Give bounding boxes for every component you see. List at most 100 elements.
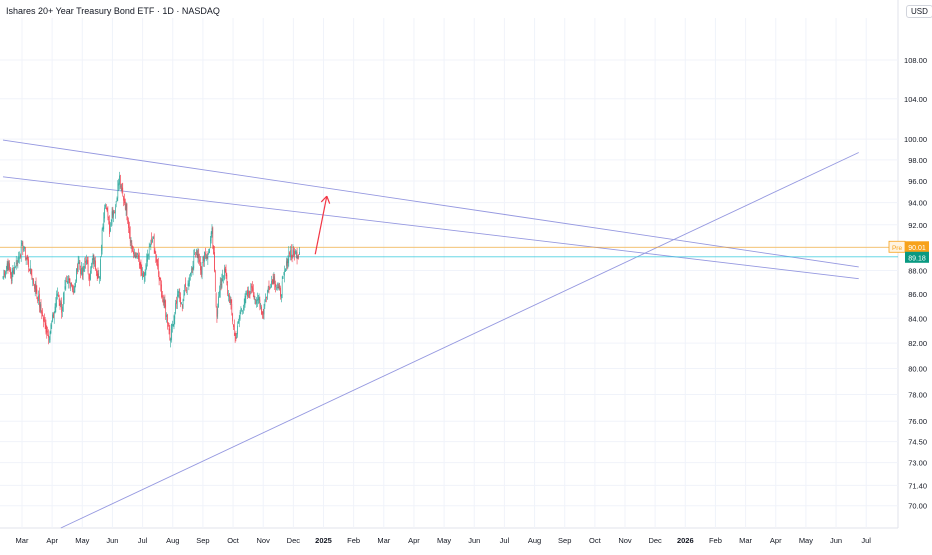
- candle: [253, 292, 255, 300]
- candle: [95, 256, 96, 271]
- candle: [62, 304, 63, 318]
- candle: [115, 204, 116, 219]
- candle: [64, 279, 66, 291]
- candle: [105, 203, 107, 210]
- candle: [297, 255, 299, 259]
- candle: [2, 276, 4, 280]
- candle: [41, 310, 43, 320]
- x-tick-label: Jun: [468, 536, 480, 545]
- candle: [271, 275, 272, 288]
- candle: [197, 247, 199, 263]
- candle: [145, 263, 147, 276]
- candle: [194, 248, 195, 255]
- time-axis[interactable]: Mar Apr May Jun Jul Aug Sep Oct Nov Dec 2025 Feb Mar…: [16, 536, 872, 545]
- x-tick-label: 2025: [315, 536, 332, 545]
- candle: [132, 245, 133, 252]
- candle: [153, 233, 155, 254]
- y-tick-label: 84.00: [908, 314, 927, 323]
- candle: [157, 257, 159, 277]
- candle: [80, 265, 81, 279]
- x-tick-label: May: [75, 536, 89, 545]
- pre-market-label: Pre 90.01: [888, 240, 929, 253]
- candle: [33, 277, 34, 286]
- candle: [277, 283, 279, 289]
- candle: [243, 298, 245, 311]
- candle: [60, 300, 62, 308]
- candle: [245, 290, 247, 304]
- candle: [151, 232, 152, 245]
- candle: [87, 256, 89, 275]
- candle: [23, 245, 24, 252]
- candle: [250, 283, 252, 295]
- candle: [208, 248, 209, 255]
- candle: [215, 292, 217, 308]
- candle: [157, 258, 158, 270]
- grid: [0, 0, 899, 529]
- candle: [124, 198, 126, 211]
- candle: [210, 231, 212, 244]
- y-tick-label: 92.00: [908, 221, 927, 230]
- candle: [199, 253, 200, 266]
- x-tick-label: May: [799, 536, 813, 545]
- x-tick-label: Aug: [528, 536, 541, 545]
- candle: [213, 245, 214, 255]
- candle: [229, 293, 230, 304]
- candle: [263, 303, 265, 320]
- candle: [192, 260, 194, 276]
- candle: [139, 261, 141, 269]
- trendline: [2, 176, 859, 280]
- candle: [252, 281, 253, 293]
- candle: [164, 294, 166, 309]
- candle: [191, 267, 193, 274]
- price-axis[interactable]: 70.00 71.40 73.00 74.50 76.00 78.00 80.00 82.00…: [904, 56, 927, 511]
- candle: [5, 270, 6, 279]
- candle: [6, 265, 7, 275]
- candle: [73, 285, 75, 294]
- candle: [22, 240, 24, 256]
- candle: [183, 290, 185, 302]
- x-tick-label: Jun: [106, 536, 118, 545]
- candle: [55, 297, 57, 313]
- candle: [111, 207, 113, 226]
- candle: [49, 330, 51, 343]
- candle: [202, 256, 204, 263]
- candle: [276, 284, 277, 291]
- x-tick-label: Oct: [589, 536, 602, 545]
- candle: [222, 269, 224, 282]
- candle: [256, 297, 257, 308]
- y-tick-label: 86.00: [908, 290, 927, 299]
- price-lines: [0, 246, 898, 258]
- candle: [77, 255, 79, 273]
- candle: [244, 293, 246, 308]
- candle: [57, 287, 58, 300]
- candle: [110, 219, 112, 227]
- candle: [115, 200, 117, 208]
- candle: [169, 325, 171, 341]
- candle: [249, 290, 251, 299]
- candle: [16, 260, 18, 267]
- candle: [258, 293, 260, 304]
- candle: [163, 296, 165, 308]
- x-tick-label: Jun: [830, 536, 842, 545]
- y-tick-label: 82.00: [908, 339, 927, 348]
- candle: [50, 323, 52, 335]
- candle: [20, 253, 21, 259]
- candle: [48, 336, 50, 343]
- candle: [289, 251, 290, 257]
- candle: [34, 281, 36, 297]
- candle: [255, 299, 257, 305]
- candle: [181, 304, 183, 312]
- y-tick-label: 70.00: [908, 502, 927, 511]
- currency-button[interactable]: USD: [906, 5, 932, 18]
- candle: [43, 315, 44, 328]
- candle: [295, 249, 296, 255]
- candle: [195, 248, 197, 256]
- y-tick-label: 104.00: [904, 95, 927, 104]
- candle: [239, 310, 241, 321]
- candle: [217, 303, 219, 319]
- candle: [270, 283, 271, 289]
- candle: [168, 322, 170, 335]
- candle: [238, 318, 239, 324]
